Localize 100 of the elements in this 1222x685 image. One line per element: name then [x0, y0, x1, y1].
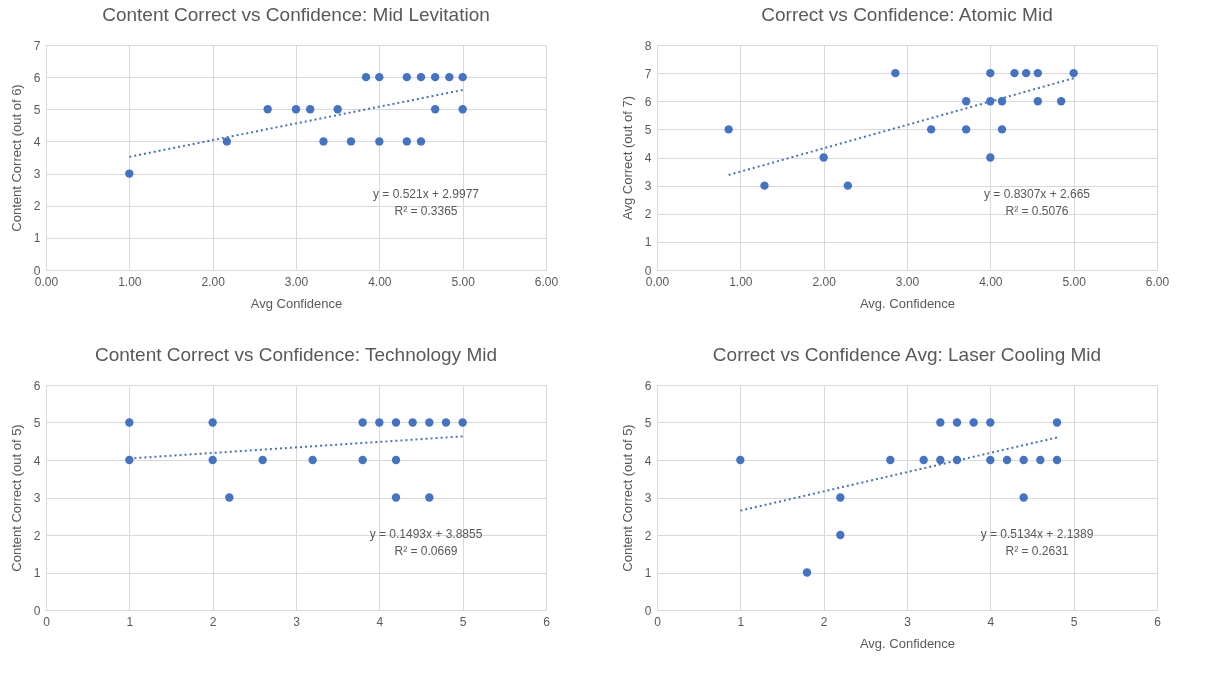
point — [952, 418, 962, 427]
x-tick-label: 6 — [543, 614, 551, 629]
point — [1036, 455, 1045, 465]
point — [358, 418, 367, 427]
y-tick-label: 5 — [33, 416, 41, 430]
y-axis-title: Content Correct (out of 6) — [8, 84, 24, 232]
y-tick-label: 7 — [644, 66, 652, 81]
point — [125, 169, 134, 178]
x-tick-label: 5 — [459, 614, 467, 629]
point — [308, 455, 317, 465]
point — [926, 125, 936, 134]
point — [1056, 97, 1066, 106]
point — [416, 137, 426, 146]
point — [1002, 455, 1012, 465]
y-tick-label: 3 — [33, 167, 41, 182]
chart-title: Content Correct vs Confidence: Mid Levitation — [102, 4, 490, 25]
x-axis-title: Avg Confidence — [250, 295, 343, 311]
annotation: R² = 0.2631 — [1005, 543, 1069, 558]
x-tick-label: 2 — [209, 614, 217, 629]
x-tick-label: 4 — [987, 614, 995, 629]
point — [346, 137, 356, 146]
point — [358, 455, 367, 465]
point — [425, 493, 434, 502]
x-tick-label: 1 — [737, 614, 745, 629]
point — [724, 125, 733, 134]
y-tick-label: 6 — [644, 94, 652, 109]
point — [1033, 68, 1043, 78]
x-tick-label: 1.00 — [118, 274, 142, 289]
y-tick-label: 3 — [33, 491, 41, 505]
x-tick-label: 0 — [654, 614, 662, 629]
annotation: R² = 0.3365 — [394, 203, 458, 218]
y-tick-label: 6 — [644, 378, 652, 393]
point — [802, 568, 812, 577]
y-tick-label: 5 — [644, 416, 652, 430]
point — [969, 418, 978, 427]
point — [1033, 97, 1043, 106]
y-tick-label: 0 — [644, 603, 652, 618]
point — [208, 455, 217, 465]
y-tick-label: 8 — [644, 38, 652, 53]
chart-title: Content Correct vs Confidence: Technology Mid — [94, 344, 498, 365]
x-tick-label: 2.00 — [201, 274, 226, 289]
point — [986, 455, 995, 465]
point — [391, 493, 401, 502]
x-tick-label: 5.00 — [451, 274, 476, 289]
x-axis-title: Avg. Confidence — [859, 295, 956, 311]
point — [445, 72, 454, 82]
x-tick-label: 6 — [1154, 614, 1162, 629]
x-tick-label: 2 — [820, 614, 828, 629]
x-axis-title: Avg. Confidence — [859, 635, 956, 651]
x-tick-label: 3 — [293, 614, 301, 629]
x-tick-label: 3.00 — [895, 274, 920, 289]
point — [208, 418, 217, 427]
y-tick-label: 2 — [644, 207, 652, 222]
annotation: y = 0.5134x + 2.1389 — [980, 526, 1094, 541]
point — [936, 455, 945, 465]
point — [458, 72, 467, 82]
point — [961, 125, 971, 134]
y-axis-title: Avg Correct (out of 7) — [619, 95, 635, 221]
point — [1019, 493, 1028, 502]
point — [319, 137, 328, 146]
x-tick-label: 1.00 — [729, 274, 753, 289]
point — [225, 493, 234, 502]
point — [263, 105, 272, 114]
point — [416, 72, 426, 82]
x-tick-label: 0 — [43, 614, 51, 629]
point — [986, 418, 995, 427]
point — [1019, 455, 1028, 465]
y-tick-label: 1 — [644, 235, 652, 250]
point — [305, 105, 315, 114]
x-tick-label: 2.00 — [812, 274, 837, 289]
point — [125, 418, 134, 427]
point — [375, 137, 384, 146]
point — [1069, 68, 1078, 78]
annotation: y = 0.8307x + 2.665 — [983, 186, 1091, 201]
point — [891, 68, 900, 78]
y-tick-label: 4 — [644, 453, 652, 468]
y-axis-title: Content Correct (out of 5) — [619, 424, 635, 572]
x-tick-label: 6.00 — [534, 274, 559, 289]
point — [836, 530, 845, 540]
point — [986, 153, 995, 162]
y-tick-label: 1 — [644, 566, 652, 580]
y-tick-label: 0 — [33, 603, 41, 618]
point — [458, 418, 467, 427]
y-tick-label: 4 — [33, 453, 41, 468]
x-tick-label: 5.00 — [1062, 274, 1087, 289]
y-tick-label: 6 — [33, 70, 41, 85]
x-tick-label: 4.00 — [979, 274, 1003, 289]
point — [441, 418, 451, 427]
point — [291, 105, 301, 114]
annotation: R² = 0.0669 — [394, 543, 458, 558]
y-tick-label: 6 — [33, 378, 41, 393]
point — [936, 418, 945, 427]
point — [222, 137, 232, 146]
annotation: y = 0.1493x + 3.8855 — [369, 526, 483, 541]
point — [391, 455, 401, 465]
point — [375, 418, 384, 427]
point — [258, 455, 267, 465]
point — [886, 455, 895, 465]
point — [430, 72, 440, 82]
point — [919, 455, 928, 465]
